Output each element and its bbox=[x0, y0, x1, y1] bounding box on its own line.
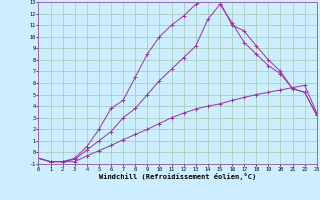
X-axis label: Windchill (Refroidissement éolien,°C): Windchill (Refroidissement éolien,°C) bbox=[99, 173, 256, 180]
